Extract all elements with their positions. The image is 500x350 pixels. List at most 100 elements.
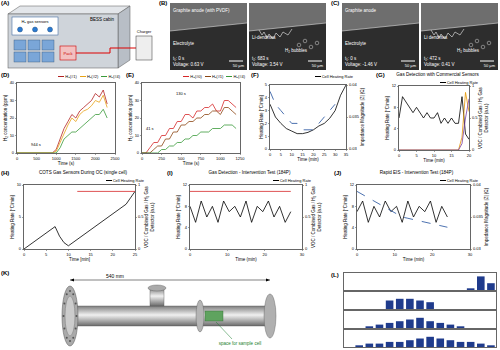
svg-text:1: 1 — [138, 182, 141, 187]
svg-text:10: 10 — [10, 133, 15, 138]
svg-text:0.03: 0.03 — [473, 246, 482, 251]
svg-text:10: 10 — [225, 252, 230, 257]
svg-text:30: 30 — [333, 152, 338, 157]
svg-text:750: 750 — [197, 156, 204, 161]
svg-text:1000: 1000 — [216, 156, 226, 161]
svg-text:Gas Detection - Intervention T: Gas Detection - Intervention Test (184P) — [209, 170, 291, 175]
svg-text:Time (min): Time (min) — [423, 158, 445, 163]
svg-text:t₂: 683 s: t₂: 683 s — [252, 56, 269, 61]
svg-text:25: 25 — [133, 252, 138, 257]
svg-text:VOC / Combined Gas / H₂ GasDet: VOC / Combined Gas / H₂ GasDetector (a.u… — [311, 185, 322, 248]
svg-text:0: 0 — [137, 150, 140, 155]
svg-text:10: 10 — [66, 252, 71, 257]
svg-text:8: 8 — [394, 105, 397, 110]
svg-text:30: 30 — [135, 98, 140, 103]
svg-text:10: 10 — [289, 152, 294, 157]
svg-text:5: 5 — [19, 214, 22, 219]
svg-text:Electrolyte: Electrolyte — [345, 41, 367, 46]
svg-text:0: 0 — [12, 150, 15, 155]
svg-text:250: 250 — [158, 156, 165, 161]
svg-text:t₁: 0 s: t₁: 0 s — [345, 56, 357, 61]
svg-text:1000: 1000 — [52, 156, 62, 161]
svg-text:20: 20 — [262, 252, 267, 257]
svg-text:0.03: 0.03 — [349, 146, 358, 151]
svg-text:944 s: 944 s — [31, 142, 41, 147]
svg-text:Heating Rate [°C/min]: Heating Rate [°C/min] — [10, 195, 15, 239]
svg-text:0: 0 — [352, 246, 355, 251]
svg-text:0: 0 — [16, 156, 19, 161]
svg-text:Graphite anode: Graphite anode — [345, 8, 377, 13]
svg-text:Impedance Magnitude |Z| (Ω): Impedance Magnitude |Z| (Ω) — [484, 187, 489, 246]
svg-text:0: 0 — [265, 146, 268, 151]
svg-text:Voltage: 3.54 V: Voltage: 3.54 V — [252, 62, 283, 67]
svg-text:Time [min]: Time [min] — [69, 257, 90, 262]
svg-text:0: 0 — [19, 246, 22, 251]
svg-text:Heating Rate [°C/min]: Heating Rate [°C/min] — [385, 96, 390, 140]
svg-text:Impedance Magnitude |Z| (Ω): Impedance Magnitude |Z| (Ω) — [360, 87, 365, 146]
svg-text:0.035: 0.035 — [349, 114, 360, 119]
svg-text:500: 500 — [33, 156, 40, 161]
svg-text:20: 20 — [111, 252, 116, 257]
svg-text:Voltage: 0.63 V: Voltage: 0.63 V — [173, 62, 204, 67]
svg-text:0: 0 — [305, 246, 308, 251]
svg-text:0: 0 — [356, 252, 359, 257]
svg-text:Time (s): Time (s) — [58, 161, 75, 166]
svg-text:Time (min): Time (min) — [403, 257, 425, 262]
svg-text:30: 30 — [468, 252, 473, 257]
svg-text:41 s: 41 s — [146, 126, 154, 131]
svg-text:15: 15 — [300, 152, 305, 157]
svg-text:10: 10 — [17, 182, 22, 187]
svg-text:20: 20 — [311, 152, 316, 157]
svg-text:t₁: 0 s: t₁: 0 s — [173, 56, 185, 61]
svg-text:0: 0 — [23, 252, 26, 257]
svg-text:2000: 2000 — [91, 156, 101, 161]
svg-text:H₂ bubbles: H₂ bubbles — [457, 48, 480, 53]
svg-text:Time (min): Time (min) — [235, 257, 257, 262]
svg-text:1: 1 — [265, 134, 268, 139]
svg-text:0.5: 0.5 — [472, 115, 478, 120]
svg-text:10: 10 — [432, 153, 437, 158]
svg-text:15: 15 — [449, 153, 454, 158]
svg-text:8: 8 — [185, 204, 188, 209]
svg-text:50 µm: 50 µm — [233, 63, 245, 68]
svg-text:500: 500 — [178, 156, 185, 161]
svg-text:Gas Detection with Commercial: Gas Detection with Commercial Sensors — [396, 72, 479, 77]
svg-text:40: 40 — [135, 80, 140, 85]
svg-text:4: 4 — [352, 225, 355, 230]
svg-text:2500: 2500 — [111, 156, 121, 161]
svg-text:15: 15 — [88, 252, 93, 257]
svg-text:H₂ bubbles: H₂ bubbles — [285, 48, 308, 53]
svg-text:4: 4 — [394, 126, 397, 131]
svg-text:0: 0 — [398, 153, 401, 158]
svg-text:50 µm: 50 µm — [312, 63, 324, 68]
svg-text:Pack: Pack — [64, 51, 73, 56]
svg-text:VOC / Combined Gas / H₂ GasDet: VOC / Combined Gas / H₂ GasDetector (a.u… — [478, 86, 489, 149]
svg-text:0: 0 — [189, 252, 192, 257]
svg-text:5: 5 — [415, 153, 418, 158]
svg-text:4: 4 — [265, 95, 268, 100]
svg-text:Heating Rate [°C/min]: Heating Rate [°C/min] — [176, 195, 181, 239]
svg-text:0.04: 0.04 — [349, 82, 358, 87]
svg-text:30: 30 — [10, 98, 15, 103]
svg-text:10: 10 — [135, 133, 140, 138]
svg-text:Voltage: -1.46 V: Voltage: -1.46 V — [345, 62, 377, 67]
svg-text:Heating Rate [°C/min]: Heating Rate [°C/min] — [259, 95, 264, 139]
svg-text:20: 20 — [135, 115, 140, 120]
svg-text:VOC / Combined Gas / H₂ GasDet: VOC / Combined Gas / H₂ GasDetector (a.u… — [144, 185, 155, 248]
svg-text:35: 35 — [344, 152, 349, 157]
svg-text:3: 3 — [265, 108, 268, 113]
svg-text:Rapid EIS - Intervention Test: Rapid EIS - Intervention Test (184P) — [380, 170, 454, 175]
svg-text:40: 40 — [10, 80, 15, 85]
svg-text:50 µm: 50 µm — [405, 63, 417, 68]
svg-text:H₂ concentration (ppm): H₂ concentration (ppm) — [128, 94, 133, 141]
svg-text:Electrolyte: Electrolyte — [173, 41, 195, 46]
svg-text:20: 20 — [10, 115, 15, 120]
svg-text:10: 10 — [392, 252, 397, 257]
svg-text:8: 8 — [352, 204, 355, 209]
svg-text:H₂ gas sensors: H₂ gas sensors — [21, 19, 48, 24]
svg-text:5: 5 — [265, 82, 268, 87]
svg-text:Li dendrites: Li dendrites — [424, 35, 448, 40]
svg-text:Time (min): Time (min) — [297, 157, 319, 162]
svg-text:Voltage: 0.41 V: Voltage: 0.41 V — [424, 62, 455, 67]
svg-text:20: 20 — [430, 252, 435, 257]
